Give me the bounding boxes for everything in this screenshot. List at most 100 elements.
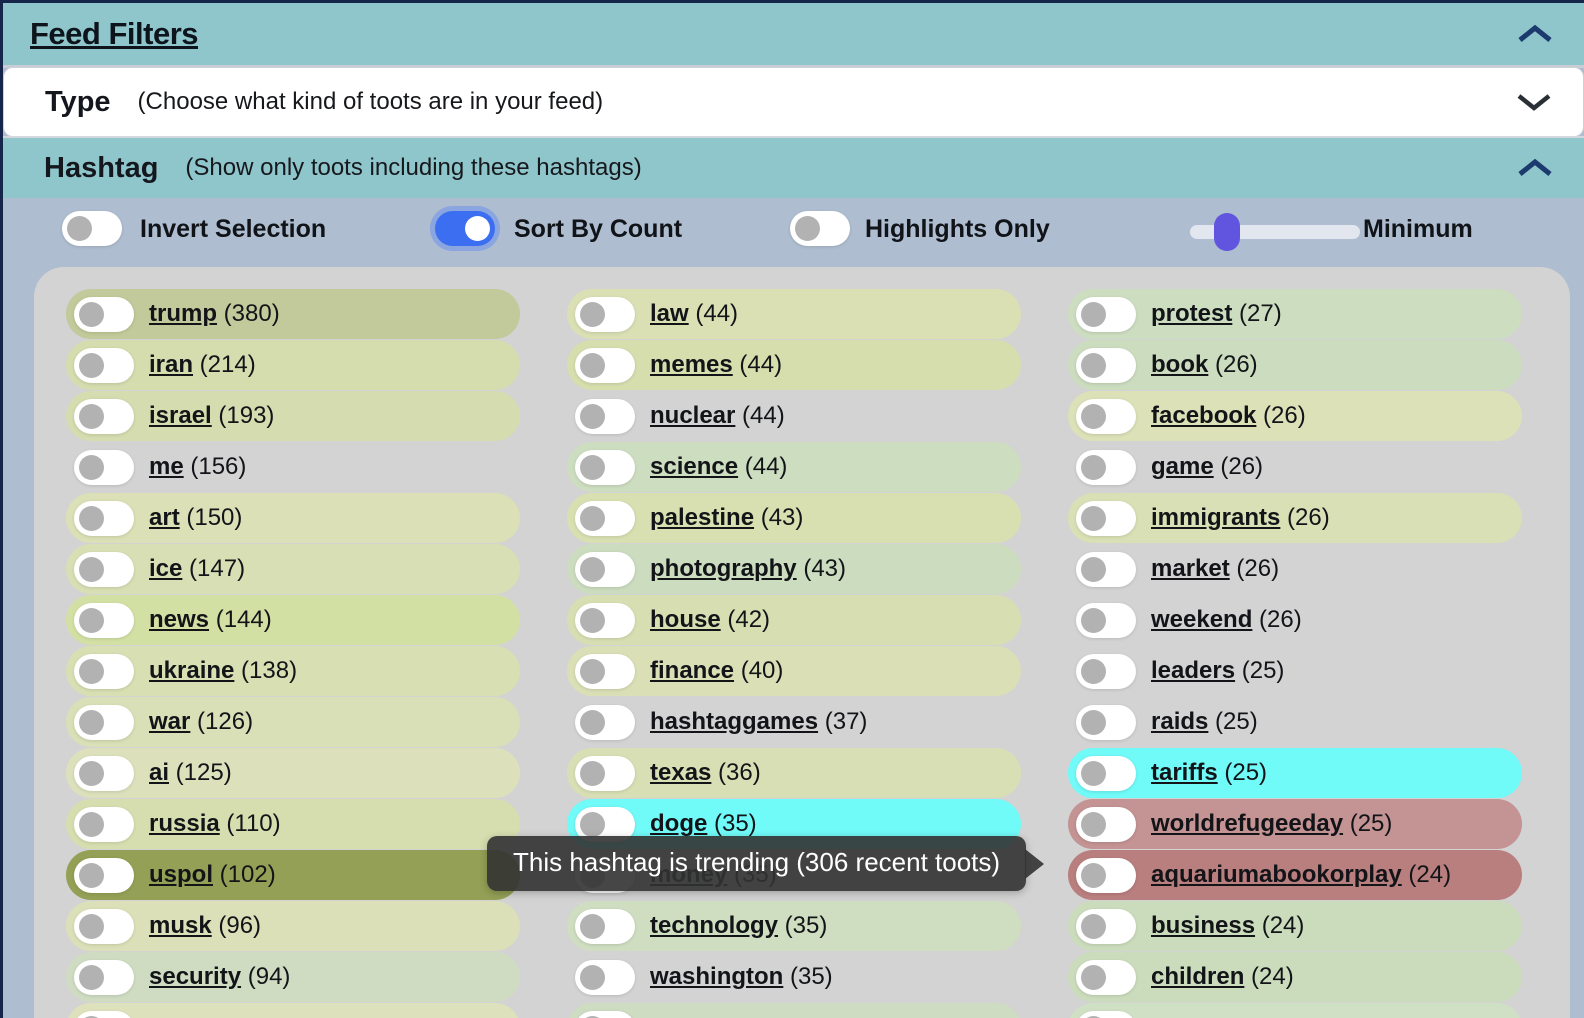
hashtag-toggle[interactable] [74, 551, 134, 587]
hashtag-link[interactable]: facebook [1151, 402, 1257, 429]
hashtag-toggle[interactable] [575, 755, 635, 791]
hashtag-link[interactable]: technology [650, 912, 779, 939]
hashtag-toggle[interactable] [575, 500, 635, 536]
hashtag-toggle[interactable] [74, 806, 134, 842]
hashtag-toggle[interactable] [1076, 959, 1136, 995]
hashtag-link[interactable]: immigrants [1151, 504, 1281, 531]
hashtag-link[interactable]: art [149, 504, 180, 531]
hashtag-link[interactable]: nuclear [650, 402, 736, 429]
hashtag-toggle[interactable] [575, 347, 635, 383]
hashtag-toggle[interactable] [575, 602, 635, 638]
feed-filters-title[interactable]: Feed Filters [30, 16, 199, 51]
sort-by-count-toggle[interactable] [435, 211, 495, 246]
hashtag-toggle[interactable] [1076, 398, 1136, 434]
hashtag-link[interactable]: ukraine [149, 657, 235, 684]
hashtag-toggle[interactable] [1076, 347, 1136, 383]
hashtag-link[interactable]: news [149, 606, 210, 633]
hashtag-link[interactable]: house [650, 606, 721, 633]
toggle-knob [580, 709, 605, 735]
hashtag-link[interactable]: me [149, 453, 184, 480]
hashtag-toggle[interactable] [1076, 857, 1136, 893]
hashtag-link[interactable]: israel [149, 402, 212, 429]
hashtag-toggle[interactable] [74, 347, 134, 383]
hashtag-link[interactable]: memes [650, 351, 733, 378]
hashtag-toggle[interactable] [1076, 908, 1136, 944]
hashtag-toggle[interactable] [74, 755, 134, 791]
hashtag-link[interactable]: washington [650, 963, 784, 990]
hashtag-link[interactable]: science [650, 453, 739, 480]
hashtag-toggle[interactable] [1076, 704, 1136, 740]
hashtag-toggle[interactable] [1076, 449, 1136, 485]
hashtag-link[interactable]: weekend [1151, 606, 1253, 633]
hashtag-link[interactable]: uspol [149, 861, 213, 888]
hashtag-link[interactable]: leaders [1151, 657, 1236, 684]
hashtag-link[interactable]: doge [650, 810, 708, 837]
hashtag-link[interactable]: book [1151, 351, 1209, 378]
hashtag-link[interactable]: market [1151, 555, 1230, 582]
hashtag-toggle[interactable] [74, 959, 134, 995]
collapse-chevron-up-icon[interactable] [1516, 23, 1554, 45]
hashtag-toggle[interactable] [74, 500, 134, 536]
hashtag-toggle[interactable] [1076, 551, 1136, 587]
minimum-slider-thumb[interactable] [1214, 213, 1241, 251]
feed-filters-header[interactable]: Feed Filters [3, 3, 1584, 65]
hashtag-count: (24) [1401, 861, 1452, 888]
collapse-chevron-up-icon[interactable] [1516, 157, 1554, 179]
hashtag-link[interactable]: worldrefugeeday [1151, 810, 1344, 837]
hashtag-link[interactable]: game [1151, 453, 1214, 480]
hashtag-toggle[interactable] [575, 449, 635, 485]
hashtag-toggle[interactable] [74, 908, 134, 944]
hashtag-link[interactable]: iran [149, 351, 194, 378]
hashtag-toggle[interactable] [575, 704, 635, 740]
hashtag-toggle[interactable] [575, 959, 635, 995]
hashtag-toggle[interactable] [1076, 653, 1136, 689]
hashtag-toggle[interactable] [575, 296, 635, 332]
hashtag-toggle[interactable] [1076, 602, 1136, 638]
hashtag-toggle[interactable] [1076, 296, 1136, 332]
hashtag-link[interactable]: trump [149, 300, 217, 327]
hashtag-link[interactable]: hashtaggames [650, 708, 819, 735]
hashtag-link[interactable]: texas [650, 759, 712, 786]
hashtag-toggle[interactable] [74, 704, 134, 740]
hashtag-link[interactable]: palestine [650, 504, 755, 531]
hashtag-toggle[interactable] [1076, 500, 1136, 536]
hashtag-row: ai (125) [66, 748, 520, 798]
hashtag-link[interactable]: musk [149, 912, 212, 939]
hashtag-link[interactable]: ice [149, 555, 183, 582]
hashtag-link[interactable]: aquariumabookorplay [1151, 861, 1402, 888]
hashtag-toggle[interactable] [1076, 755, 1136, 791]
hashtag-toggle[interactable] [74, 449, 134, 485]
type-section-header[interactable]: Type (Choose what kind of toots are in y… [4, 68, 1583, 136]
hashtag-toggle[interactable] [1076, 1010, 1136, 1018]
highlights-only-toggle[interactable] [790, 211, 850, 246]
hashtag-link[interactable]: children [1151, 963, 1245, 990]
hashtag-toggle[interactable] [74, 398, 134, 434]
hashtag-link[interactable]: war [149, 708, 191, 735]
hashtag-toggle[interactable] [74, 1010, 134, 1018]
hashtag-toggle[interactable] [74, 296, 134, 332]
hashtag-link[interactable]: russia [149, 810, 220, 837]
hashtag-toggle[interactable] [575, 653, 635, 689]
hashtag-toggle[interactable] [74, 857, 134, 893]
minimum-slider[interactable] [1190, 213, 1360, 251]
hashtag-link[interactable]: photography [650, 555, 797, 582]
hashtag-toggle[interactable] [575, 806, 635, 842]
hashtag-toggle[interactable] [1076, 806, 1136, 842]
hashtag-toggle[interactable] [575, 908, 635, 944]
hashtag-link[interactable]: law [650, 300, 689, 327]
hashtag-toggle[interactable] [575, 1010, 635, 1018]
hashtag-toggle[interactable] [575, 551, 635, 587]
hashtag-section-header[interactable]: Hashtag (Show only toots including these… [3, 138, 1584, 198]
hashtag-link[interactable]: security [149, 963, 242, 990]
hashtag-link[interactable]: business [1151, 912, 1256, 939]
hashtag-link[interactable]: tariffs [1151, 759, 1218, 786]
hashtag-link[interactable]: protest [1151, 300, 1233, 327]
expand-chevron-down-icon[interactable] [1515, 91, 1553, 113]
hashtag-link[interactable]: ai [149, 759, 170, 786]
hashtag-toggle[interactable] [74, 653, 134, 689]
invert-selection-toggle[interactable] [62, 211, 122, 246]
hashtag-toggle[interactable] [74, 602, 134, 638]
hashtag-link[interactable]: finance [650, 657, 735, 684]
hashtag-toggle[interactable] [575, 398, 635, 434]
hashtag-link[interactable]: raids [1151, 708, 1209, 735]
